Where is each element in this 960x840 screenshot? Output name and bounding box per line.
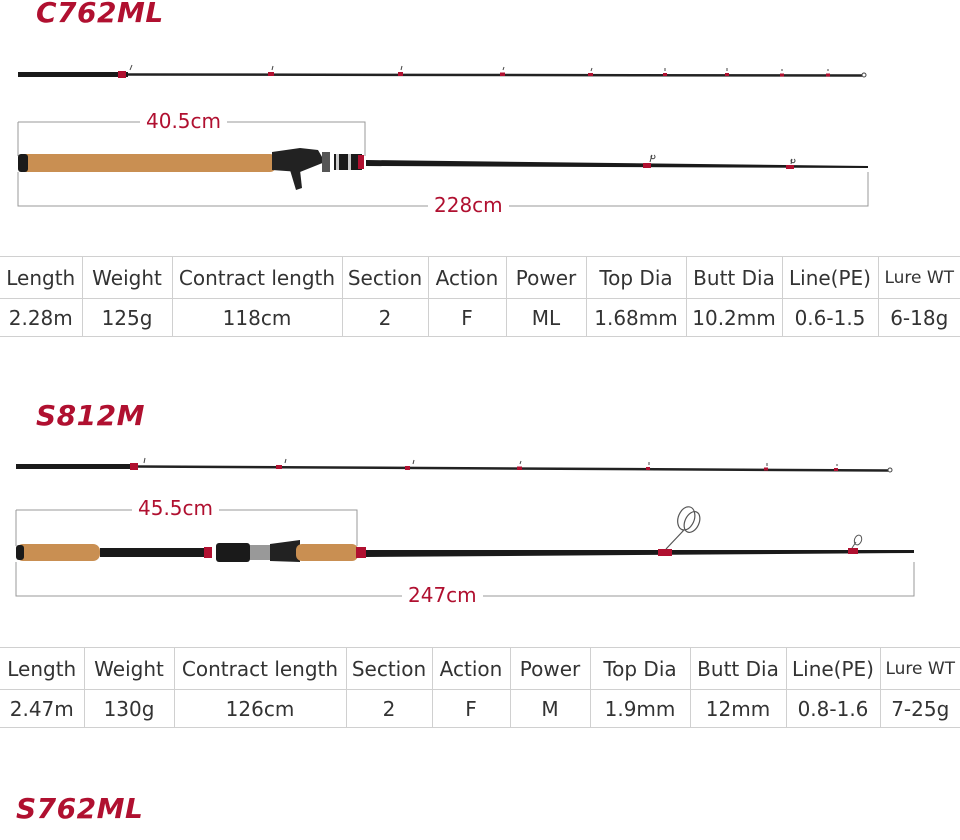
model-title-c762ml: C762ML xyxy=(36,0,164,29)
model-title-s762ml: S762ML xyxy=(16,792,144,825)
header-section: Section xyxy=(345,647,433,690)
cell-weight: 125g xyxy=(81,298,173,337)
handle-length-label-s812m: 45.5cm xyxy=(132,496,220,520)
header-power: Power xyxy=(505,256,587,299)
header-power: Power xyxy=(509,647,591,690)
cell-length: 2.47m xyxy=(0,689,85,728)
header-length: Length xyxy=(0,256,83,299)
header-lure-wt: Lure WT xyxy=(877,256,960,299)
header-weight: Weight xyxy=(83,647,175,690)
header-line-pe: Line(PE) xyxy=(785,647,881,690)
rod-tip-section xyxy=(18,64,867,78)
spec-table-s812m: Length Weight Contract length Section Ac… xyxy=(0,647,960,728)
header-action: Action xyxy=(427,256,507,299)
header-contract-length: Contract length xyxy=(173,647,347,690)
cell-top-dia: 1.9mm xyxy=(589,689,691,728)
cell-action: F xyxy=(427,298,507,337)
cell-power: ML xyxy=(505,298,587,337)
cell-lure-wt: 7-25g xyxy=(879,689,960,728)
header-lure-wt: Lure WT xyxy=(879,647,960,690)
header-butt-dia: Butt Dia xyxy=(689,647,787,690)
rod-illustration-s812m xyxy=(15,457,915,597)
cell-section: 2 xyxy=(341,298,429,337)
header-contract-length: Contract length xyxy=(171,256,343,299)
table-row: 2.28m 125g 118cm 2 F ML 1.68mm 10.2mm 0.… xyxy=(0,298,960,337)
cell-action: F xyxy=(431,689,511,728)
cell-top-dia: 1.68mm xyxy=(585,298,687,337)
cell-butt-dia: 10.2mm xyxy=(685,298,783,337)
rod-tip-section xyxy=(16,457,893,473)
cell-lure-wt: 6-18g xyxy=(877,298,960,337)
table-header-row: Length Weight Contract length Section Ac… xyxy=(0,647,960,690)
header-butt-dia: Butt Dia xyxy=(685,256,783,299)
cell-butt-dia: 12mm xyxy=(689,689,787,728)
total-length-label-c762ml: 228cm xyxy=(428,193,509,217)
header-action: Action xyxy=(431,647,511,690)
model-title-s812m: S812M xyxy=(36,399,145,432)
cell-power: M xyxy=(509,689,591,728)
cell-line-pe: 0.8-1.6 xyxy=(785,689,881,728)
rod-butt-section xyxy=(15,506,915,597)
table-header-row: Length Weight Contract length Section Ac… xyxy=(0,256,960,299)
table-row: 2.47m 130g 126cm 2 F M 1.9mm 12mm 0.8-1.… xyxy=(0,689,960,728)
total-length-label-s812m: 247cm xyxy=(402,583,483,607)
header-top-dia: Top Dia xyxy=(585,256,687,299)
cell-length: 2.28m xyxy=(0,298,83,337)
cell-section: 2 xyxy=(345,689,433,728)
cell-contract-length: 126cm xyxy=(173,689,347,728)
header-weight: Weight xyxy=(81,256,173,299)
header-top-dia: Top Dia xyxy=(589,647,691,690)
header-line-pe: Line(PE) xyxy=(781,256,879,299)
spec-table-c762ml: Length Weight Contract length Section Ac… xyxy=(0,256,960,337)
cell-weight: 130g xyxy=(83,689,175,728)
header-length: Length xyxy=(0,647,85,690)
handle-length-label-c762ml: 40.5cm xyxy=(140,109,228,133)
cell-contract-length: 118cm xyxy=(171,298,343,337)
